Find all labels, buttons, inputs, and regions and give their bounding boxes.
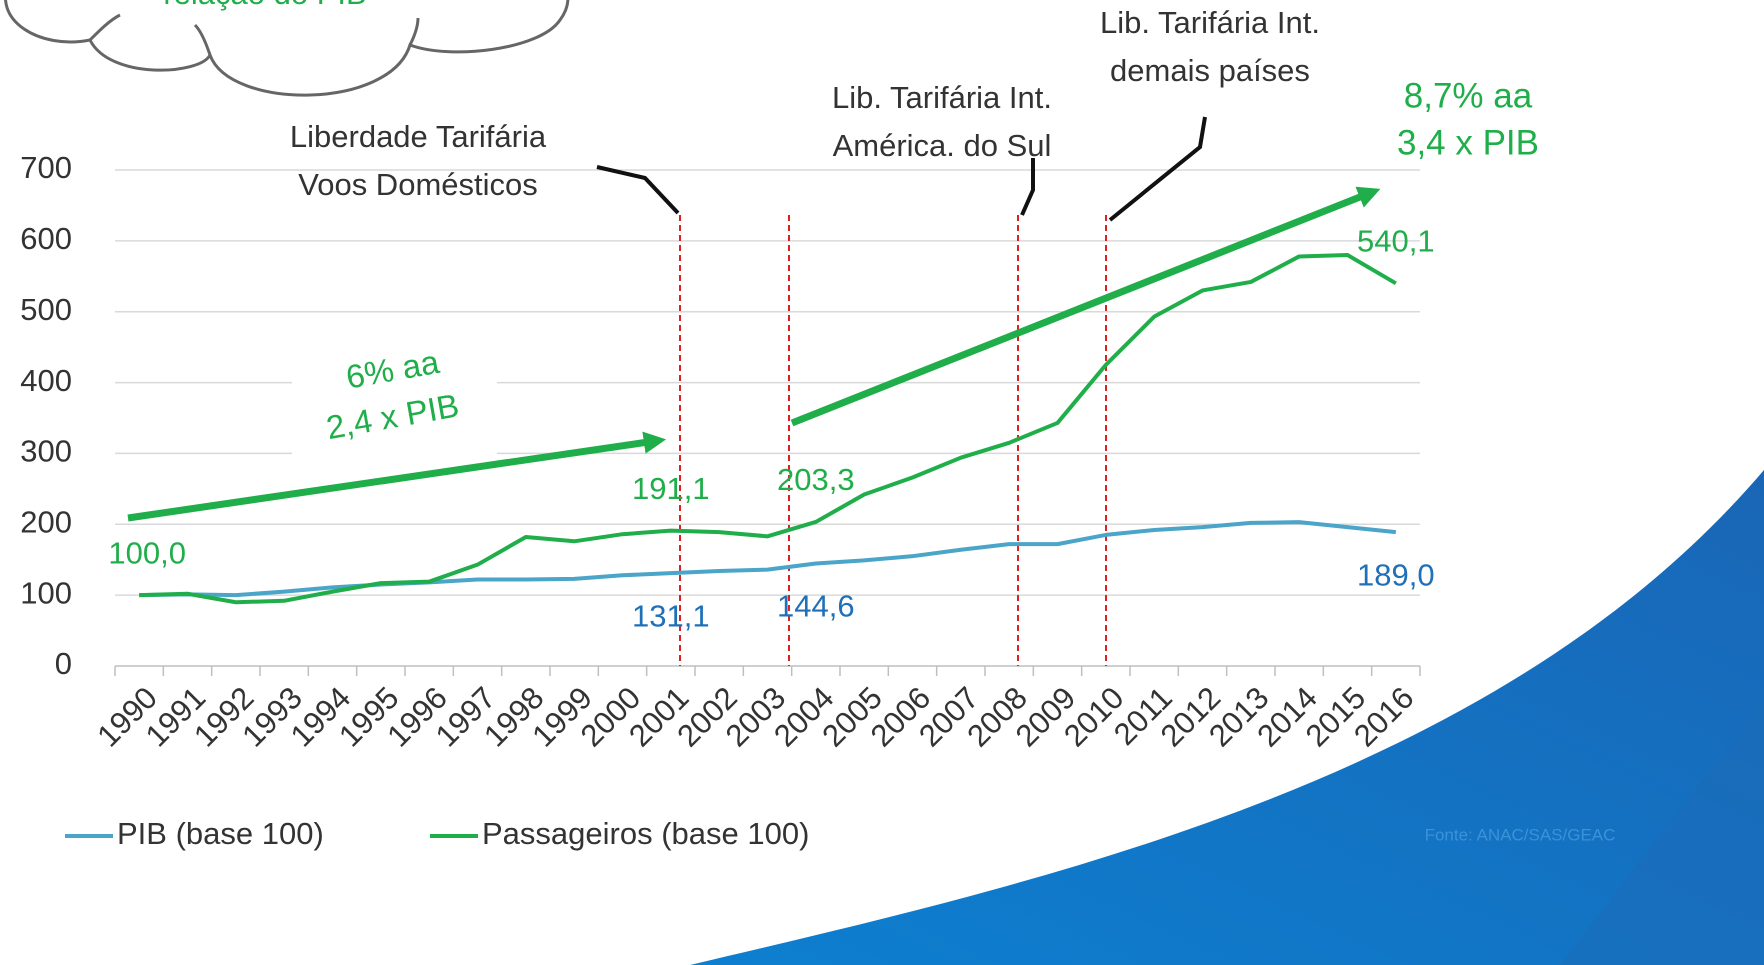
- legend-label: Passageiros (base 100): [482, 816, 809, 851]
- data-label: 100,0: [108, 535, 186, 570]
- annotation: Voos Domésticos: [298, 167, 538, 202]
- data-label: 131,1: [632, 598, 710, 633]
- data-label: 144,6: [777, 589, 855, 624]
- data-label: 189,0: [1357, 557, 1435, 592]
- annotation: Lib. Tarifária Int.: [1100, 5, 1320, 40]
- y-tick-label: 700: [20, 150, 72, 185]
- label-backdrop: [292, 345, 497, 455]
- trend-arrow: [127, 431, 667, 522]
- series-line: [139, 520, 1397, 598]
- leader-line: [596, 165, 680, 215]
- trend-arrow: [790, 186, 1381, 427]
- series-line: [139, 253, 1397, 605]
- y-tick-label: 100: [20, 575, 72, 610]
- cloud-text: relação do PIB: [163, 0, 366, 11]
- data-label: 540,1: [1357, 223, 1435, 258]
- annotation: Liberdade Tarifária: [290, 119, 547, 154]
- trend-label: 3,4 x PIB: [1397, 123, 1539, 162]
- y-tick-label: 300: [20, 434, 72, 469]
- y-tick-label: 600: [20, 221, 72, 256]
- legend-label: PIB (base 100): [117, 816, 324, 851]
- y-tick-label: 500: [20, 292, 72, 327]
- annotation: América. do Sul: [833, 128, 1052, 163]
- leader-line: [1108, 116, 1207, 222]
- background-swoosh: [690, 470, 1764, 965]
- trend-label: 8,7% aa: [1404, 76, 1533, 115]
- annotation: demais países: [1110, 53, 1310, 88]
- data-label: 191,1: [632, 471, 710, 506]
- y-tick-label: 400: [20, 363, 72, 398]
- leader-line: [1020, 158, 1035, 216]
- data-label: 203,3: [777, 462, 855, 497]
- cloud-detail: [88, 13, 420, 56]
- cloud: [4, 0, 570, 97]
- y-tick-label: 200: [20, 504, 72, 539]
- source: Fonte: ANAC/SAS/GEAC: [1425, 825, 1616, 844]
- annotation: Lib. Tarifária Int.: [832, 80, 1052, 115]
- y-tick-label: 0: [55, 646, 72, 681]
- background-accent: [1560, 700, 1764, 965]
